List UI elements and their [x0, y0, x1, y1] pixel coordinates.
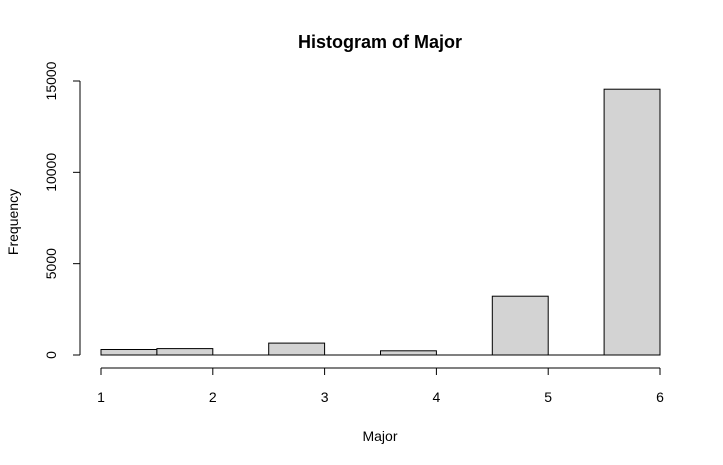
x-axis: 1 2 3 4 5 6 — [97, 367, 664, 405]
y-tick-label: 15000 — [43, 61, 59, 100]
x-tick-label: 1 — [97, 389, 105, 405]
y-axis-label: Frequency — [5, 189, 21, 255]
bars-group — [100, 88, 661, 356]
y-axis: 0 5000 10000 15000 — [43, 61, 81, 359]
x-tick-label: 6 — [656, 389, 664, 405]
x-tick-label: 5 — [544, 389, 552, 405]
x-tick-label: 3 — [321, 389, 329, 405]
histogram-bar — [268, 342, 326, 356]
y-tick-label: 0 — [43, 351, 59, 359]
chart-title: Histogram of Major — [298, 32, 462, 52]
y-tick-label: 10000 — [43, 153, 59, 192]
x-tick-label: 2 — [209, 389, 217, 405]
y-tick-label: 5000 — [43, 248, 59, 279]
histogram-bar — [491, 295, 549, 356]
x-axis-label: Major — [362, 428, 397, 444]
histogram-bar — [156, 348, 214, 356]
histogram-bar — [380, 350, 437, 356]
histogram-bar — [603, 88, 661, 356]
histogram-bar — [100, 349, 158, 356]
x-tick-label: 4 — [433, 389, 441, 405]
